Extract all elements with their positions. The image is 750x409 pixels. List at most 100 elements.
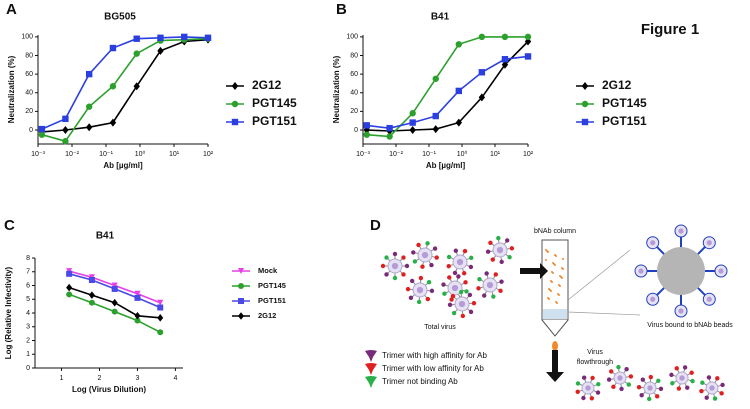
column-bead xyxy=(559,285,561,287)
trimer xyxy=(496,235,501,241)
trimer xyxy=(616,364,621,370)
legend-label: 2G12 xyxy=(258,311,276,320)
marker xyxy=(85,123,93,132)
trimer xyxy=(493,272,498,277)
legend-icon xyxy=(365,363,377,375)
bound-label: Virus bound to bNAb beads xyxy=(647,322,733,329)
core xyxy=(617,375,623,381)
trimer xyxy=(468,264,474,270)
marker xyxy=(581,100,589,108)
trimer xyxy=(456,274,461,279)
marker xyxy=(501,33,509,41)
y-tick-label: 2 xyxy=(26,337,30,344)
series-line xyxy=(366,40,529,132)
marker xyxy=(386,124,393,132)
marker xyxy=(478,69,486,76)
marker xyxy=(157,34,164,41)
trimer xyxy=(720,382,725,388)
legend-label: Mock xyxy=(258,266,278,275)
x-tick-label: 1 xyxy=(60,375,64,382)
y-tick-label: 20 xyxy=(25,108,33,115)
legend-label: PGT151 xyxy=(252,114,297,128)
marker xyxy=(478,33,486,41)
trimer xyxy=(589,396,595,401)
marker xyxy=(88,277,95,283)
column-bead xyxy=(562,268,564,270)
marker xyxy=(134,311,141,320)
marker xyxy=(85,103,93,110)
marker xyxy=(455,87,463,95)
trimer xyxy=(499,279,504,284)
column-bead xyxy=(555,255,557,257)
core xyxy=(421,251,429,259)
marker xyxy=(409,126,416,135)
marker xyxy=(62,115,69,123)
x-tick-label: 10² xyxy=(203,151,214,158)
panel-letter: D xyxy=(370,217,381,234)
x-axis-label: Ab [µg/ml] xyxy=(103,161,143,170)
column xyxy=(541,239,569,321)
core xyxy=(718,268,724,274)
trimer xyxy=(609,369,614,374)
marker xyxy=(238,312,244,320)
virus xyxy=(636,374,664,402)
core xyxy=(679,375,685,381)
trimer xyxy=(596,381,601,387)
trimer xyxy=(461,271,467,276)
column-bead xyxy=(558,294,560,296)
marker xyxy=(231,118,239,126)
marker xyxy=(133,50,140,57)
core xyxy=(706,240,712,246)
trimer xyxy=(442,291,447,296)
trimer xyxy=(468,309,474,315)
marker xyxy=(111,285,118,292)
y-tick-label: 4 xyxy=(26,310,30,317)
trimer xyxy=(699,388,704,394)
x-tick-label: 10⁰ xyxy=(135,150,146,158)
flowthrough-label: Virus xyxy=(587,349,603,356)
trimer xyxy=(575,389,580,395)
trimer xyxy=(392,275,398,281)
y-tick-label: 80 xyxy=(25,52,33,59)
marker xyxy=(524,53,532,60)
trimer xyxy=(464,289,469,294)
marker xyxy=(88,291,95,299)
trimer xyxy=(467,292,473,298)
trimer xyxy=(509,246,515,251)
marker xyxy=(409,110,416,117)
marker xyxy=(88,299,95,306)
x-tick-label: 10² xyxy=(523,151,534,158)
marker xyxy=(38,131,46,138)
marker xyxy=(409,119,416,126)
legend-label: PGT151 xyxy=(602,114,647,128)
x-tick-label: 10⁻² xyxy=(65,151,79,158)
x-tick-label: 4 xyxy=(173,375,177,382)
trimer xyxy=(619,386,624,392)
trimer xyxy=(626,382,631,387)
trimer xyxy=(646,396,652,402)
trimer xyxy=(460,313,466,319)
trimer xyxy=(384,272,389,277)
series-line xyxy=(366,36,528,138)
marker xyxy=(66,283,73,292)
column-bead xyxy=(552,272,554,274)
trimer xyxy=(425,241,430,246)
chart-title: B41 xyxy=(96,231,115,242)
trimer xyxy=(449,297,454,302)
legend-label: 2G12 xyxy=(252,78,282,92)
trimer xyxy=(606,377,612,382)
trimer xyxy=(401,272,406,277)
trimer xyxy=(715,376,720,381)
trimer xyxy=(426,279,432,285)
trimer xyxy=(654,394,660,399)
marker xyxy=(62,138,69,145)
virus xyxy=(405,275,435,305)
panel-letter: A xyxy=(6,1,17,18)
column-bead xyxy=(551,281,553,283)
trimer xyxy=(420,264,425,269)
trimer xyxy=(595,390,601,395)
bnab xyxy=(697,287,706,296)
marker xyxy=(111,298,118,307)
series-line xyxy=(366,55,529,130)
figure-label: Figure 1 xyxy=(641,21,699,38)
